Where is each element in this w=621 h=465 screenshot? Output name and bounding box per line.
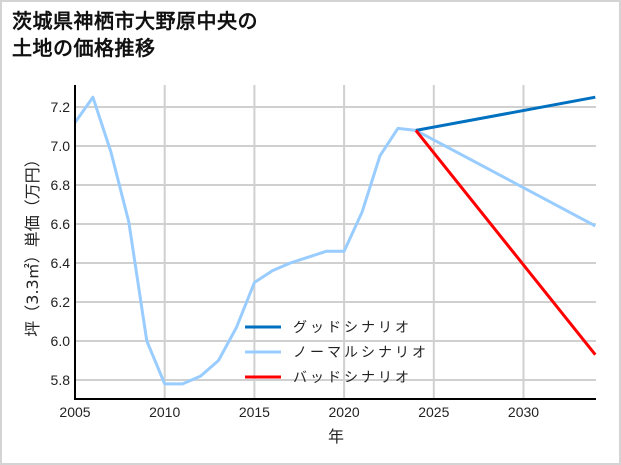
y-tick-label: 5.8: [51, 372, 71, 388]
x-tick-label: 2005: [59, 404, 90, 420]
chart-title: 茨城県神栖市大野原中央の 土地の価格推移: [12, 8, 258, 62]
x-tick-label: 2025: [418, 404, 449, 420]
gridlines: [75, 85, 596, 399]
chart-title-line-2: 土地の価格推移: [12, 36, 156, 60]
legend-label: グッドシナリオ: [293, 320, 412, 336]
x-tick-label: 2020: [329, 404, 360, 420]
y-tick-label: 7.0: [51, 138, 71, 154]
y-axis-label: 坪（3.3㎡）単価（万円）: [23, 151, 42, 336]
tick-labels: 5.8 6.0 6.2 6.4 6.6 6.8 7.0 7.2 2005 2010 2015 2020…: [51, 99, 540, 420]
series-line: [73, 95, 597, 386]
legend-label: ノーマルシナリオ: [293, 345, 429, 361]
chart-title-line-1: 茨城県神栖市大野原中央の: [12, 9, 258, 33]
y-tick-label: 7.2: [51, 99, 71, 115]
y-tick-label: 6.8: [51, 177, 71, 193]
series-lines: [73, 95, 597, 386]
x-axis-label: 年: [328, 427, 344, 446]
y-tick-label: 6.2: [51, 294, 71, 310]
axes: [74, 85, 596, 400]
x-tick-label: 2030: [508, 404, 539, 420]
x-tick-label: 2015: [239, 404, 270, 420]
y-tick-label: 6.4: [51, 255, 71, 271]
y-tick-label: 6.0: [51, 333, 71, 349]
y-tick-label: 6.6: [51, 216, 71, 232]
x-tick-label: 2010: [149, 404, 180, 420]
series-line: [414, 129, 597, 356]
series-line: [415, 95, 596, 132]
legend-label: バッドシナリオ: [293, 370, 412, 386]
